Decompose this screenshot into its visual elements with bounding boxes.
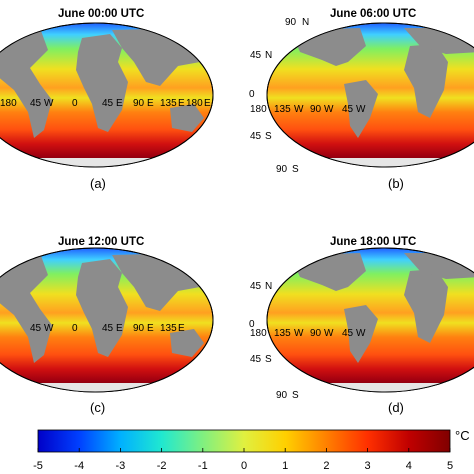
land-australia: [170, 329, 204, 357]
colorbar-tick-label: -4: [74, 460, 84, 472]
colorbar-tick-label: -5: [33, 460, 43, 472]
lat-labels-b: 90 N 45 N 0 45 S 90 S 180 135 W 90 W 45 …: [249, 17, 366, 175]
svg-text:180: 180: [0, 98, 17, 109]
colorbar-tick-label: 4: [406, 460, 412, 472]
svg-text:N: N: [302, 17, 309, 28]
svg-text:S: S: [265, 131, 272, 142]
colorbar-tick-label: 5: [447, 460, 453, 472]
svg-text:0: 0: [249, 319, 255, 330]
svg-text:90: 90: [285, 17, 297, 28]
svg-text:E: E: [204, 98, 211, 109]
svg-text:E: E: [178, 323, 185, 334]
svg-text:E: E: [178, 98, 185, 109]
svg-text:S: S: [292, 390, 299, 401]
svg-text:90: 90: [276, 390, 288, 401]
svg-text:E: E: [147, 323, 154, 334]
panel-title-a: June 00:00 UTC: [58, 8, 145, 20]
svg-text:180: 180: [250, 328, 267, 339]
svg-text:90: 90: [310, 328, 322, 339]
colorbar-unit: °C: [455, 428, 470, 443]
colorbar-ticks: -5 -4 -3 -2 -1 0 1 2 3 4 5: [33, 448, 453, 472]
svg-text:N: N: [265, 281, 272, 292]
land-europe-africa: [76, 259, 128, 357]
svg-text:90: 90: [133, 323, 145, 334]
svg-text:135: 135: [160, 98, 177, 109]
svg-text:45: 45: [102, 323, 114, 334]
land-americas: [0, 253, 52, 363]
svg-text:135: 135: [160, 323, 177, 334]
svg-text:45: 45: [30, 323, 42, 334]
svg-text:0: 0: [72, 98, 78, 109]
svg-text:90: 90: [310, 104, 322, 115]
colorbar-tick-label: -1: [198, 460, 208, 472]
svg-text:45: 45: [342, 104, 354, 115]
map-panel-c: [0, 247, 214, 393]
land-africa: [404, 269, 448, 343]
svg-text:135: 135: [274, 328, 291, 339]
lon-labels-a: 180 45 W 0 45 E 90 E 135 E 180 E: [0, 98, 211, 109]
land-south-america: [344, 305, 378, 363]
svg-text:180: 180: [186, 98, 203, 109]
svg-text:N: N: [265, 50, 272, 61]
svg-text:W: W: [294, 328, 304, 339]
colorbar-tick-label: 3: [365, 460, 371, 472]
land-europe-africa: [76, 34, 128, 132]
panel-letter-a: (a): [90, 176, 106, 191]
panel-letter-c: (c): [90, 400, 106, 415]
lat-labels-d: 45 N 0 45 S 90 S 180 135 W 90 W 45 W: [249, 281, 366, 401]
svg-text:W: W: [356, 104, 366, 115]
panel-title-d: June 18:00 UTC: [330, 236, 417, 248]
svg-text:90: 90: [276, 164, 288, 175]
land-africa: [404, 44, 448, 118]
svg-text:45: 45: [342, 328, 354, 339]
svg-text:S: S: [292, 164, 299, 175]
svg-text:W: W: [44, 323, 54, 334]
svg-text:180: 180: [250, 104, 267, 115]
svg-text:E: E: [116, 98, 123, 109]
svg-text:45: 45: [250, 50, 262, 61]
colorbar-tick-label: -3: [116, 460, 126, 472]
svg-text:W: W: [324, 328, 334, 339]
panel-title-c: June 12:00 UTC: [58, 236, 145, 248]
svg-text:45: 45: [102, 98, 114, 109]
svg-text:W: W: [294, 104, 304, 115]
panel-title-b: June 06:00 UTC: [330, 8, 417, 20]
colorbar-tick-label: 1: [282, 460, 288, 472]
svg-text:45: 45: [250, 281, 262, 292]
svg-text:45: 45: [30, 98, 42, 109]
svg-text:E: E: [116, 323, 123, 334]
lon-labels-c: 45 W 0 45 E 90 E 135 E: [30, 323, 185, 334]
svg-text:135: 135: [274, 104, 291, 115]
land-australia: [170, 104, 204, 132]
svg-text:0: 0: [249, 89, 255, 100]
svg-text:W: W: [324, 104, 334, 115]
svg-text:E: E: [147, 98, 154, 109]
land-americas: [0, 28, 52, 138]
colorbar-tick-label: 2: [323, 460, 329, 472]
svg-text:W: W: [44, 98, 54, 109]
svg-text:W: W: [356, 328, 366, 339]
panel-letter-b: (b): [388, 176, 404, 191]
colorbar-tick-label: -2: [157, 460, 167, 472]
svg-text:S: S: [265, 354, 272, 365]
panel-letter-d: (d): [388, 400, 404, 415]
svg-text:0: 0: [72, 323, 78, 334]
svg-text:90: 90: [133, 98, 145, 109]
svg-text:45: 45: [250, 131, 262, 142]
colorbar-tick-label: 0: [241, 460, 247, 472]
svg-text:45: 45: [250, 354, 262, 365]
land-south-america: [344, 80, 378, 138]
